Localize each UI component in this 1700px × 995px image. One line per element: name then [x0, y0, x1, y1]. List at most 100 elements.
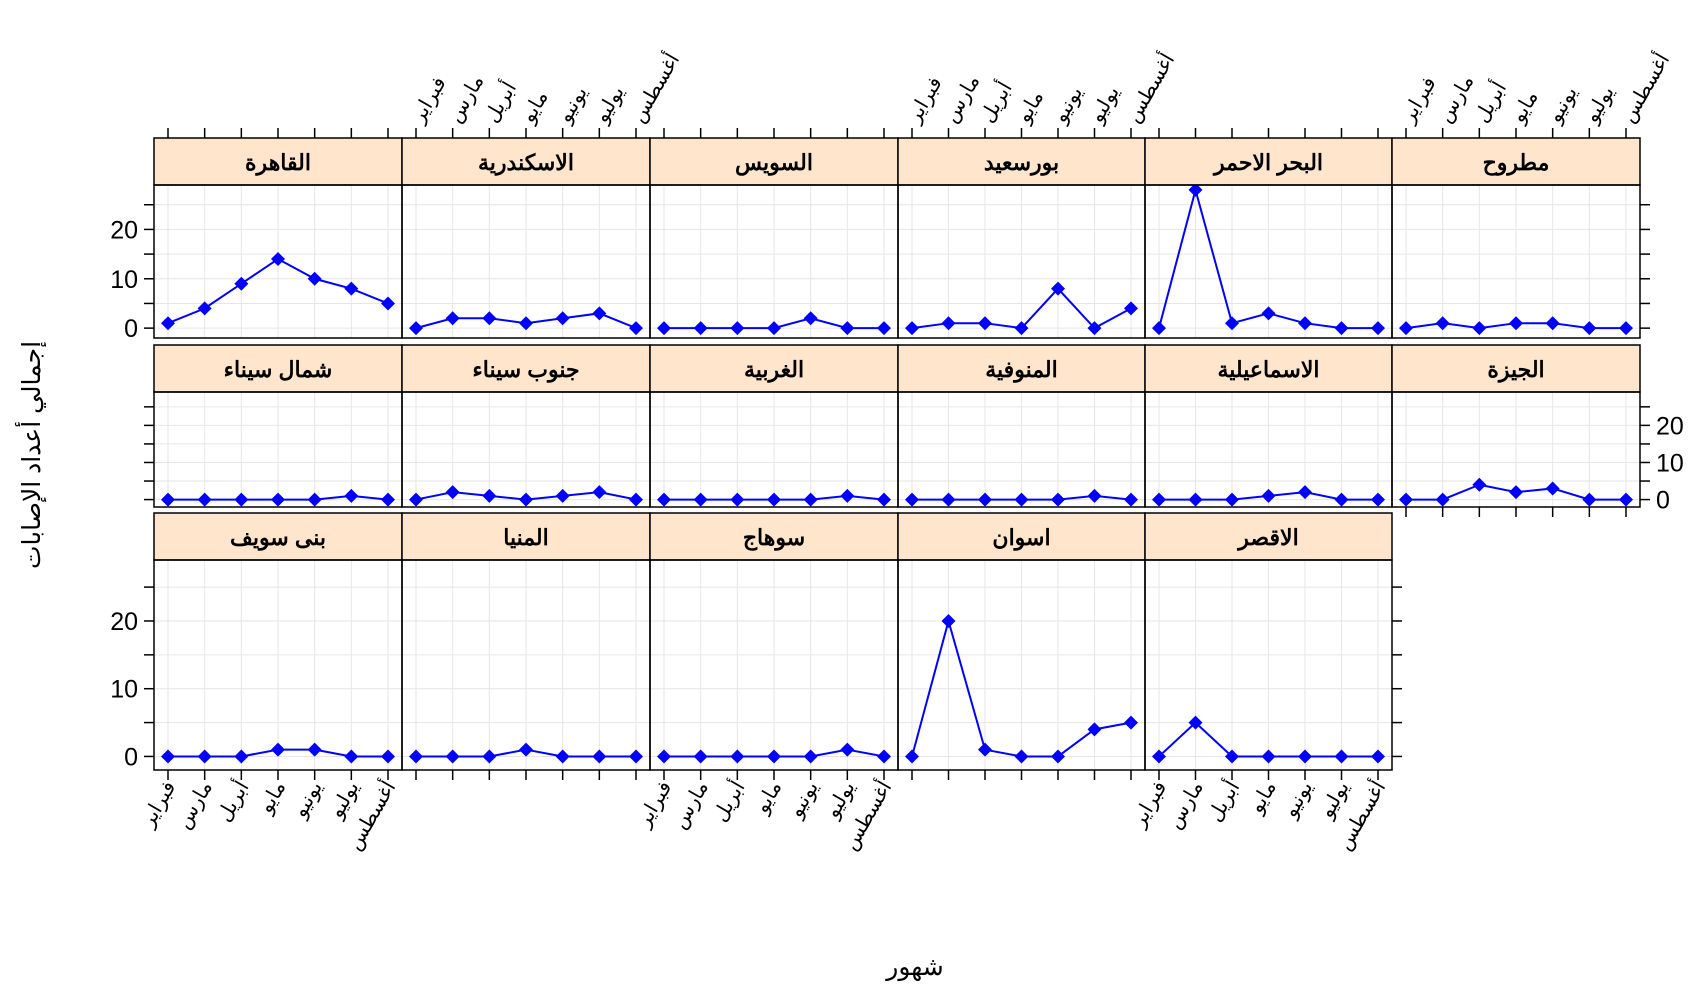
data-point — [409, 492, 423, 507]
data-point — [1371, 492, 1385, 507]
data-point — [1188, 492, 1203, 507]
data-point — [1087, 722, 1102, 737]
y-tick-label: 0 — [124, 315, 138, 343]
data-point — [1582, 321, 1597, 336]
data-point — [1371, 749, 1385, 764]
data-point — [803, 492, 818, 507]
data-point — [1261, 306, 1276, 321]
data-point — [1225, 749, 1239, 764]
panel-strip — [1391, 344, 1641, 393]
data-point — [1399, 492, 1413, 507]
data-point — [344, 281, 359, 296]
x-tick-label: يونيو — [1279, 778, 1317, 823]
panel-strip-label: الاسماعيلية — [1218, 357, 1320, 382]
frame-layer: القاهرة الاسكندرية السويس بورسعيد البحر الاح… — [153, 137, 1641, 771]
data-point — [767, 321, 781, 336]
data-point — [803, 311, 818, 326]
x-tick-label: فبراير — [407, 73, 451, 127]
x-tick-label: مايو — [750, 778, 786, 818]
data-point — [1619, 321, 1633, 336]
y-tick-label: 20 — [110, 608, 138, 636]
data-point — [381, 749, 395, 764]
data-point — [555, 749, 570, 764]
x-tick-label: فبراير — [1397, 73, 1441, 127]
data-point — [197, 749, 212, 764]
x-tick-label: مايو — [1507, 87, 1543, 127]
data-point — [1509, 485, 1523, 500]
x-tick-label: مارس — [1163, 778, 1207, 833]
data-point — [234, 276, 249, 291]
data-point — [1399, 321, 1413, 336]
x-axis-title: شهور — [884, 953, 943, 982]
data-point — [629, 321, 643, 336]
panel-strip — [897, 344, 1146, 393]
data-point — [1261, 749, 1276, 764]
y-tick-label: 20 — [1656, 412, 1684, 440]
panel-strip-label: البحر الاحمر — [1212, 150, 1323, 176]
data-point — [592, 749, 607, 764]
panel-strip — [1144, 512, 1393, 561]
grid-layer — [154, 185, 1640, 770]
data-point — [693, 321, 708, 336]
panel-strip-label: شمال سيناء — [224, 357, 333, 382]
panel-strip — [401, 512, 651, 561]
data-point — [197, 492, 212, 507]
data-point — [693, 492, 708, 507]
data-point — [519, 316, 533, 331]
panel-strip — [153, 344, 403, 393]
y-axis-title: إجمالي أعداد الإصابات — [14, 341, 46, 569]
x-tick-label: يوليو — [590, 82, 629, 127]
data-point — [1334, 749, 1349, 764]
data-point — [1435, 316, 1450, 331]
data-point — [1298, 485, 1312, 500]
data-point — [905, 492, 919, 507]
data-point — [409, 749, 423, 764]
data-point — [381, 492, 395, 507]
panel-strip — [1144, 344, 1393, 393]
data-point — [877, 749, 891, 764]
x-tick-label: أبريل — [210, 776, 254, 826]
data-point — [1298, 749, 1312, 764]
panel-strip-label: بورسعيد — [984, 150, 1059, 176]
data-point — [730, 321, 745, 336]
x-tick-label: فبراير — [903, 73, 947, 127]
data-point — [555, 311, 570, 326]
x-tick-label: يونيو — [553, 83, 591, 128]
data-point — [1435, 492, 1450, 507]
data-point — [1124, 492, 1138, 507]
data-point — [730, 492, 745, 507]
data-point — [1371, 321, 1385, 336]
data-point — [1152, 492, 1166, 507]
panel-strip — [897, 137, 1146, 186]
data-point — [344, 488, 359, 503]
panel-strip — [153, 137, 403, 186]
data-point — [1225, 492, 1239, 507]
x-tick-label: أغسطس — [624, 48, 684, 127]
panel-strip — [1391, 137, 1641, 186]
panel-strip-label: سوهاج — [743, 525, 805, 551]
data-point — [307, 271, 322, 286]
y-tick-label: 0 — [1656, 487, 1670, 515]
x-tick-label: يوليو — [821, 778, 860, 823]
x-tick-label: مارس — [444, 71, 488, 126]
data-point — [941, 316, 956, 331]
data-point — [1087, 321, 1102, 336]
x-tick-label: يونيو — [289, 778, 327, 823]
panel-strip — [649, 344, 899, 393]
series-layer — [161, 182, 1633, 764]
data-point — [271, 742, 285, 757]
data-point — [840, 321, 855, 336]
panel-strip-label: الجيزة — [1487, 357, 1544, 383]
data-point — [905, 321, 919, 336]
panel-strip-label: السويس — [735, 150, 813, 176]
data-point — [1014, 492, 1029, 507]
data-point — [197, 301, 212, 316]
y-tick-label: 0 — [124, 743, 138, 771]
x-tick-label: أبريل — [1200, 776, 1244, 826]
data-point — [1152, 321, 1166, 336]
y-tick-label: 20 — [110, 216, 138, 244]
x-tick-label: فبراير — [632, 778, 676, 832]
x-tick-label: مارس — [172, 778, 216, 833]
data-point — [657, 749, 671, 764]
x-tick-label: مايو — [254, 778, 290, 818]
